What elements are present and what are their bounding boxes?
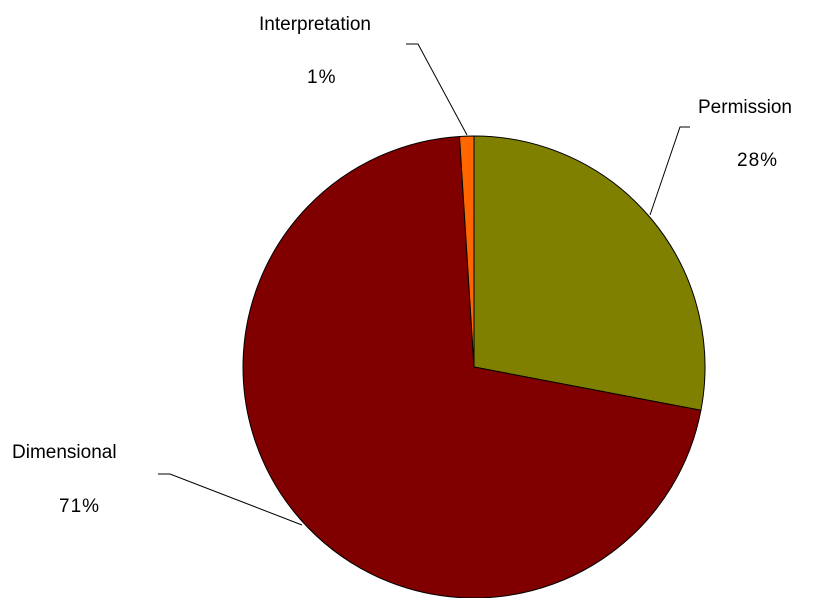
value-label-dimensional: 71%: [59, 496, 100, 517]
label-interpretation: Interpretation: [259, 14, 371, 35]
pie-slice-permission: [473, 135, 706, 411]
label-permission: Permission: [698, 97, 792, 118]
data-labels: Interpretation 1% Permission 28% Dimensi…: [12, 14, 792, 517]
value-label-interpretation: 1%: [307, 67, 336, 88]
leader-line-dimensional: [158, 473, 303, 526]
value-label-permission: 28%: [737, 150, 778, 171]
leader-line-interpretation: [406, 43, 468, 136]
pie-slices: [242, 135, 706, 598]
label-dimensional: Dimensional: [12, 442, 117, 463]
leader-lines: [158, 43, 690, 526]
pie-slice-interpretation: [458, 135, 475, 368]
pie-slice-dimensional: [242, 135, 702, 598]
leader-line-permission: [649, 126, 690, 216]
